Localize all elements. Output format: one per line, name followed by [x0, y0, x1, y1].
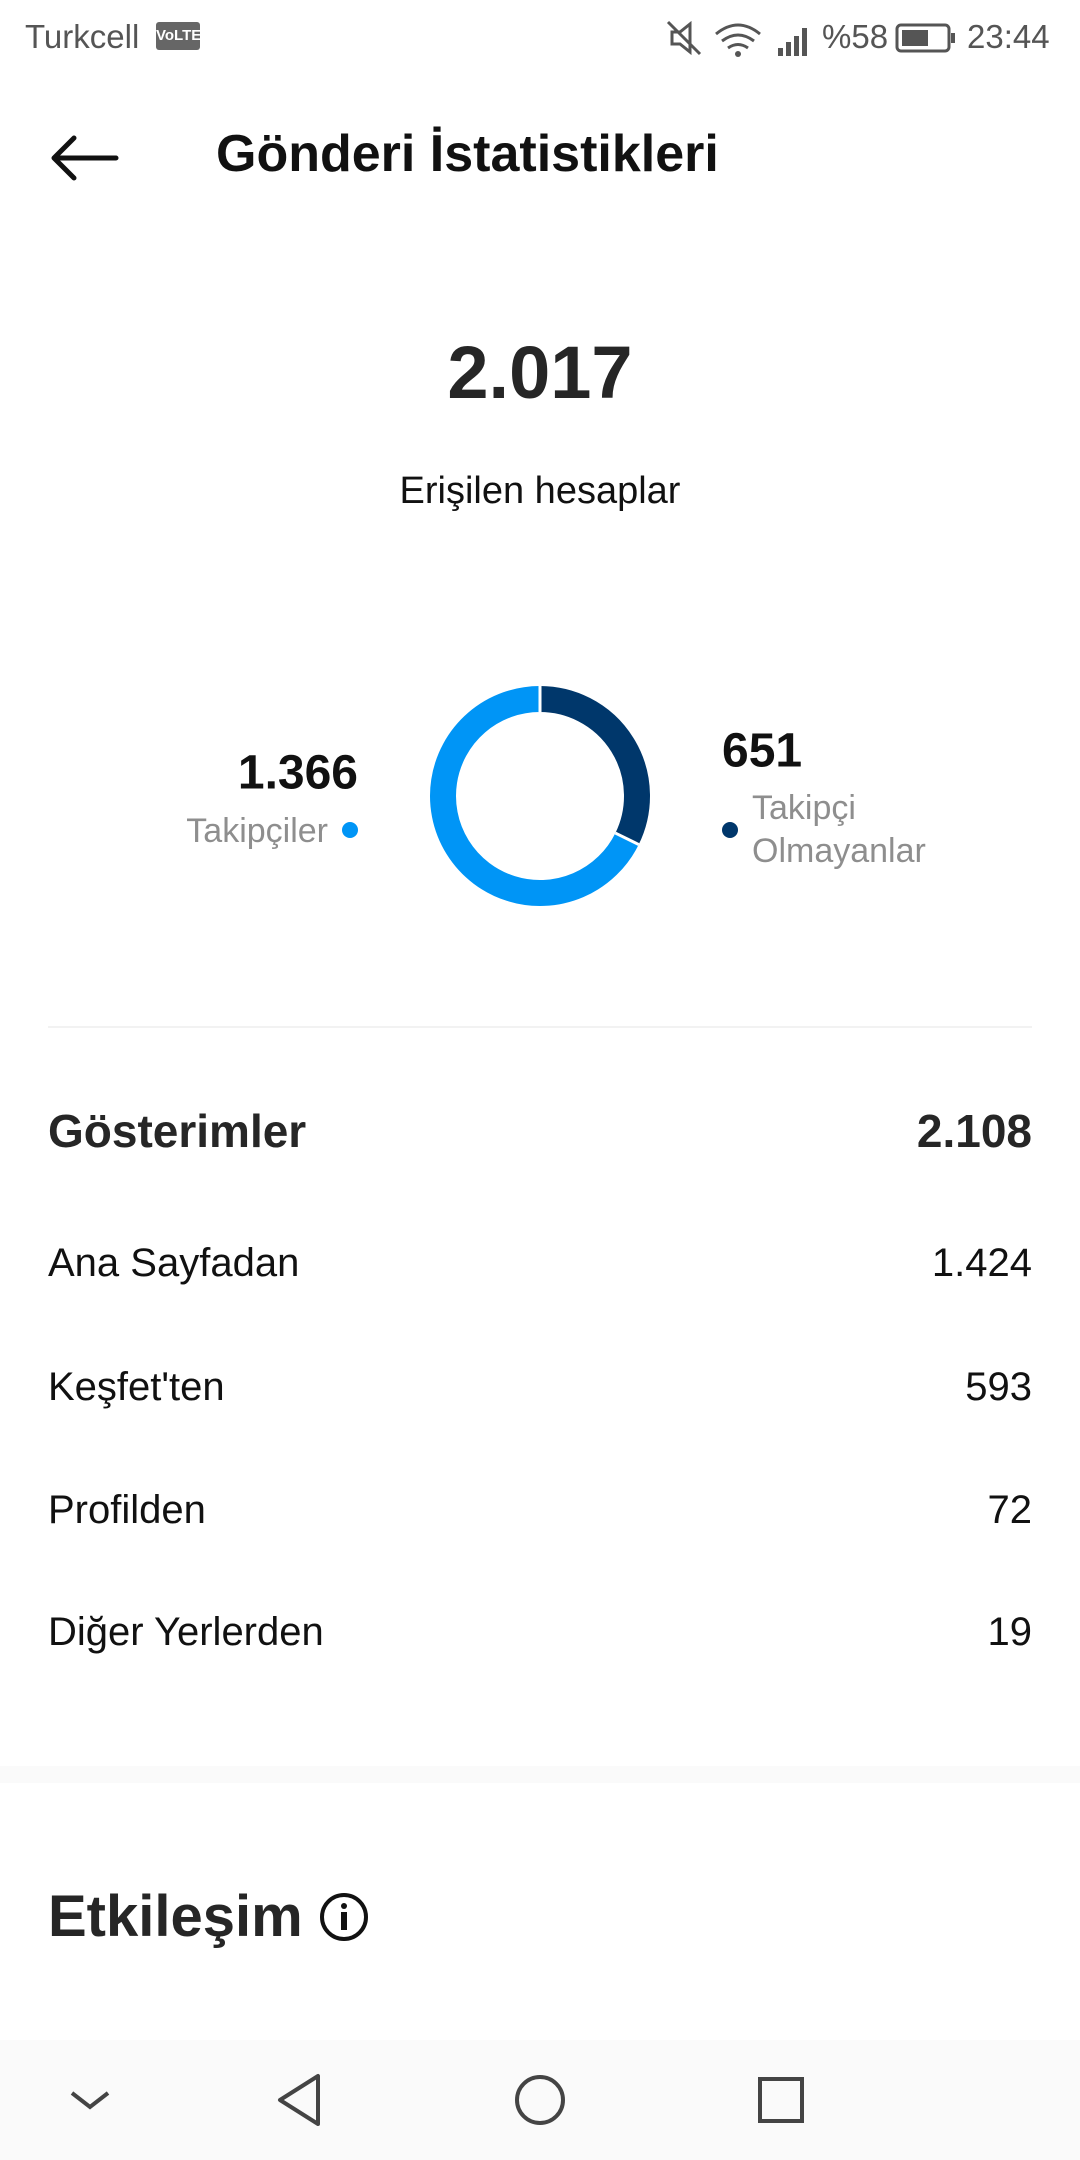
row-value: 1.424 [931, 1241, 1032, 1285]
followers-value: 1.366 [238, 747, 358, 800]
row-value: 19 [987, 1610, 1033, 1654]
nav-back[interactable] [278, 2074, 320, 2126]
non-followers-value: 651 [722, 725, 802, 778]
divider [48, 1026, 1032, 1028]
battery-icon [895, 23, 955, 53]
wifi-dot [735, 51, 741, 57]
impressions-total: 2.108 [916, 1105, 1032, 1157]
row-label: Ana Sayfadan [48, 1241, 300, 1285]
row-label: Diğer Yerlerden [48, 1610, 324, 1654]
non-followers-label: Takipçi Olmayanlar [752, 789, 926, 870]
info-button[interactable] [318, 1891, 370, 1943]
row-label: Keşfet'ten [48, 1365, 225, 1409]
mute-slash [666, 20, 702, 56]
row-value: 593 [965, 1365, 1032, 1409]
back-button[interactable] [48, 132, 120, 184]
row-label: Profilden [48, 1488, 206, 1532]
donut-segment [539, 686, 650, 845]
nav-collapse[interactable] [70, 2091, 110, 2110]
wifi-icon [715, 23, 761, 50]
status-icons [666, 20, 807, 57]
reach-chart: 1.366 Takipçiler 651 Takipçi Olmayanlar [186, 686, 926, 906]
clock: 23:44 [967, 18, 1050, 55]
nav-recents[interactable] [758, 2077, 804, 2123]
row-value: 72 [987, 1488, 1033, 1532]
followers-label: Takipçiler [186, 812, 328, 850]
signal-icon [778, 28, 807, 56]
segment-gap [614, 831, 640, 846]
nav-home[interactable] [515, 2075, 565, 2125]
impressions-title: Gösterimler [48, 1105, 307, 1157]
nav-bar [0, 2040, 1080, 2160]
label-line: Olmayanlar [752, 832, 926, 870]
section-separator [0, 1766, 1080, 1783]
battery-text: %58 [822, 18, 889, 55]
carrier: Turkcell [25, 18, 140, 55]
legend-dot [722, 822, 738, 838]
page-title: Gönderi İstatistikleri [216, 125, 719, 183]
legend-dot [342, 822, 358, 838]
nav-icons [70, 2074, 804, 2126]
network-badge: VoLTE [156, 22, 201, 50]
donut-segment [430, 686, 639, 906]
engagement-title: Etkileşim [48, 1884, 303, 1949]
reach-label: Erişilen hesaplar [399, 470, 681, 512]
label-line: Takipçi [752, 789, 856, 827]
reach-value: 2.017 [447, 331, 633, 414]
